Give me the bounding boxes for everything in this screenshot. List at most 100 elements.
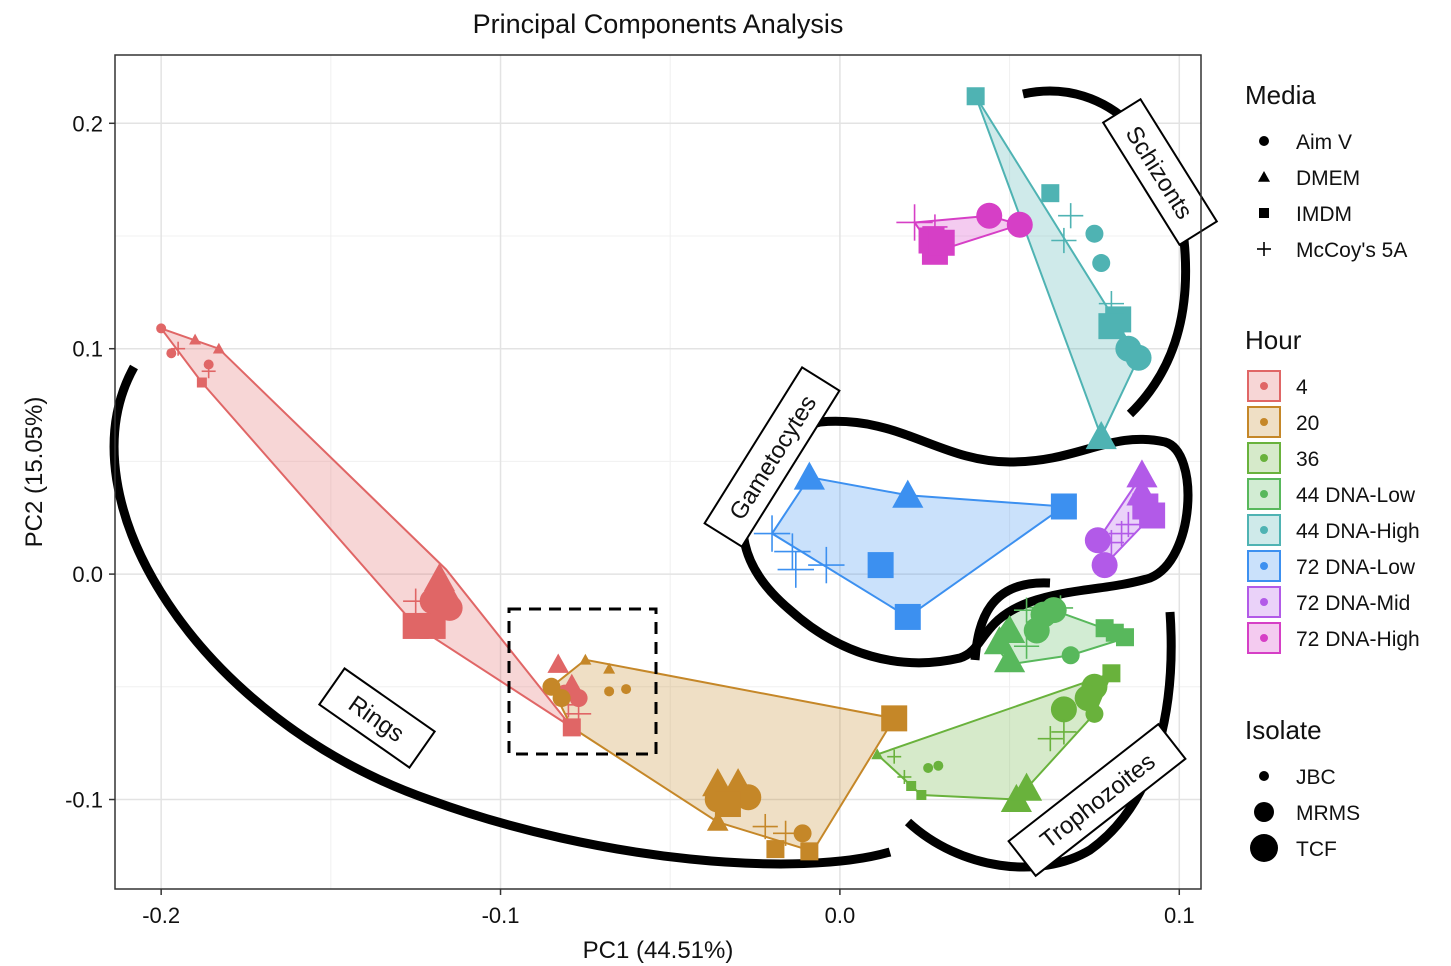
data-point bbox=[714, 791, 741, 818]
x-axis-label: PC1 (44.51%) bbox=[583, 937, 734, 964]
hour-legend: 4 20 36 44 DNA-Low 44 DNA-High 72 DNA-Low 72 D… bbox=[1247, 370, 1420, 654]
data-point bbox=[706, 811, 729, 831]
hour-legend-dot bbox=[1260, 490, 1268, 498]
data-point bbox=[604, 686, 615, 697]
hour-legend-label: 44 DNA-Low bbox=[1296, 484, 1416, 507]
data-point bbox=[621, 684, 632, 695]
hour-legend-label: 72 DNA-High bbox=[1296, 628, 1420, 651]
data-point bbox=[1050, 696, 1077, 723]
data-point bbox=[1074, 685, 1101, 712]
data-point bbox=[906, 780, 917, 791]
isolate-legend: JBC MRMS TCF bbox=[1250, 766, 1360, 862]
data-point bbox=[171, 341, 186, 356]
data-point bbox=[867, 552, 894, 579]
data-point bbox=[1061, 646, 1080, 665]
data-point bbox=[871, 748, 884, 760]
y-axis-label: PC2 (15.05%) bbox=[21, 397, 48, 548]
data-point bbox=[1098, 313, 1125, 340]
data-point bbox=[579, 653, 592, 665]
axes: -0.2 -0.1 0.0 0.1 -0.1 0.0 0.1 0.2 bbox=[65, 111, 1194, 928]
data-point bbox=[897, 769, 912, 784]
data-point bbox=[552, 689, 571, 708]
legend: Media Aim V DMEM IMDM McCoy's 5A Hour 4 20 36… bbox=[1245, 80, 1420, 862]
hour-legend-dot bbox=[1260, 454, 1268, 462]
data-point bbox=[1092, 254, 1111, 273]
data-point bbox=[752, 813, 778, 840]
x-tick-label: -0.1 bbox=[482, 903, 520, 928]
y-tick-label: 0.1 bbox=[72, 337, 103, 362]
x-tick-label: 0.1 bbox=[1164, 903, 1195, 928]
media-legend-key bbox=[1259, 208, 1269, 218]
data-point bbox=[774, 533, 811, 570]
y-tick-label: 0.2 bbox=[72, 111, 103, 136]
trophozoites-arc bbox=[970, 578, 1051, 661]
gametocytes-label-box bbox=[703, 365, 841, 549]
data-point bbox=[416, 602, 442, 628]
data-point bbox=[1013, 597, 1040, 623]
isolate-legend-key bbox=[1254, 802, 1274, 822]
data-point bbox=[1105, 623, 1124, 642]
hour-legend-dot bbox=[1260, 598, 1268, 606]
y-tick-label: 0.0 bbox=[72, 562, 103, 587]
data-point bbox=[212, 342, 225, 354]
media-legend-label: Aim V bbox=[1296, 131, 1352, 154]
isolate-legend-label: JBC bbox=[1296, 766, 1336, 789]
hour-legend-dot bbox=[1260, 562, 1268, 570]
data-point bbox=[916, 790, 927, 801]
media-legend-key bbox=[1257, 242, 1271, 256]
cluster-hull bbox=[974, 95, 1140, 440]
annotation-shapes bbox=[109, 86, 1193, 872]
hour-legend-label: 20 bbox=[1296, 412, 1319, 435]
rings-arc bbox=[109, 364, 892, 869]
data-point bbox=[793, 461, 825, 490]
data-point bbox=[896, 204, 933, 241]
media-legend-label: IMDM bbox=[1296, 203, 1352, 226]
isolate-legend-key bbox=[1250, 834, 1278, 862]
hour-legend-label: 36 bbox=[1296, 448, 1319, 471]
data-point bbox=[1013, 633, 1040, 659]
data-point bbox=[1058, 203, 1084, 229]
media-legend-label: McCoy's 5A bbox=[1296, 239, 1407, 262]
data-point bbox=[800, 842, 819, 861]
hour-legend-dot bbox=[1260, 382, 1268, 390]
data-point bbox=[793, 824, 812, 843]
data-point bbox=[569, 689, 588, 708]
data-point bbox=[1023, 617, 1050, 644]
data-point bbox=[993, 644, 1026, 673]
data-point bbox=[753, 515, 791, 552]
plot-panel: Schizonts Gametocytes Rings Trophozoites bbox=[109, 54, 1219, 890]
data-point bbox=[419, 612, 446, 639]
data-point bbox=[1047, 595, 1074, 621]
data-point bbox=[1084, 527, 1111, 554]
trophozoites-label-box bbox=[1007, 722, 1187, 878]
data-point bbox=[603, 662, 616, 674]
data-point bbox=[1085, 704, 1104, 723]
data-point bbox=[777, 551, 814, 588]
media-legend-label: DMEM bbox=[1296, 167, 1360, 190]
gametocytes-outline bbox=[738, 416, 1193, 668]
media-legend: Aim V DMEM IMDM McCoy's 5A bbox=[1257, 131, 1407, 262]
data-point bbox=[1051, 227, 1077, 254]
data-point bbox=[766, 840, 785, 859]
data-point bbox=[894, 603, 921, 630]
hour-legend-title: Hour bbox=[1245, 325, 1302, 355]
data-point bbox=[1006, 211, 1033, 238]
data-point bbox=[1091, 552, 1118, 579]
data-points bbox=[156, 87, 1166, 861]
zoom-region-box bbox=[507, 607, 658, 756]
data-point bbox=[1126, 459, 1158, 488]
data-point bbox=[976, 202, 1003, 229]
data-point bbox=[1040, 597, 1067, 624]
data-point bbox=[928, 229, 955, 256]
data-point bbox=[808, 546, 845, 584]
chart-title: Principal Components Analysis bbox=[473, 9, 844, 39]
data-point bbox=[156, 323, 167, 334]
isolate-legend-label: MRMS bbox=[1296, 802, 1360, 825]
isolate-legend-key bbox=[1259, 771, 1269, 781]
data-point bbox=[1125, 344, 1152, 371]
data-point bbox=[1037, 726, 1063, 752]
data-point bbox=[403, 588, 429, 614]
data-point bbox=[1010, 772, 1043, 801]
data-point bbox=[735, 784, 762, 811]
